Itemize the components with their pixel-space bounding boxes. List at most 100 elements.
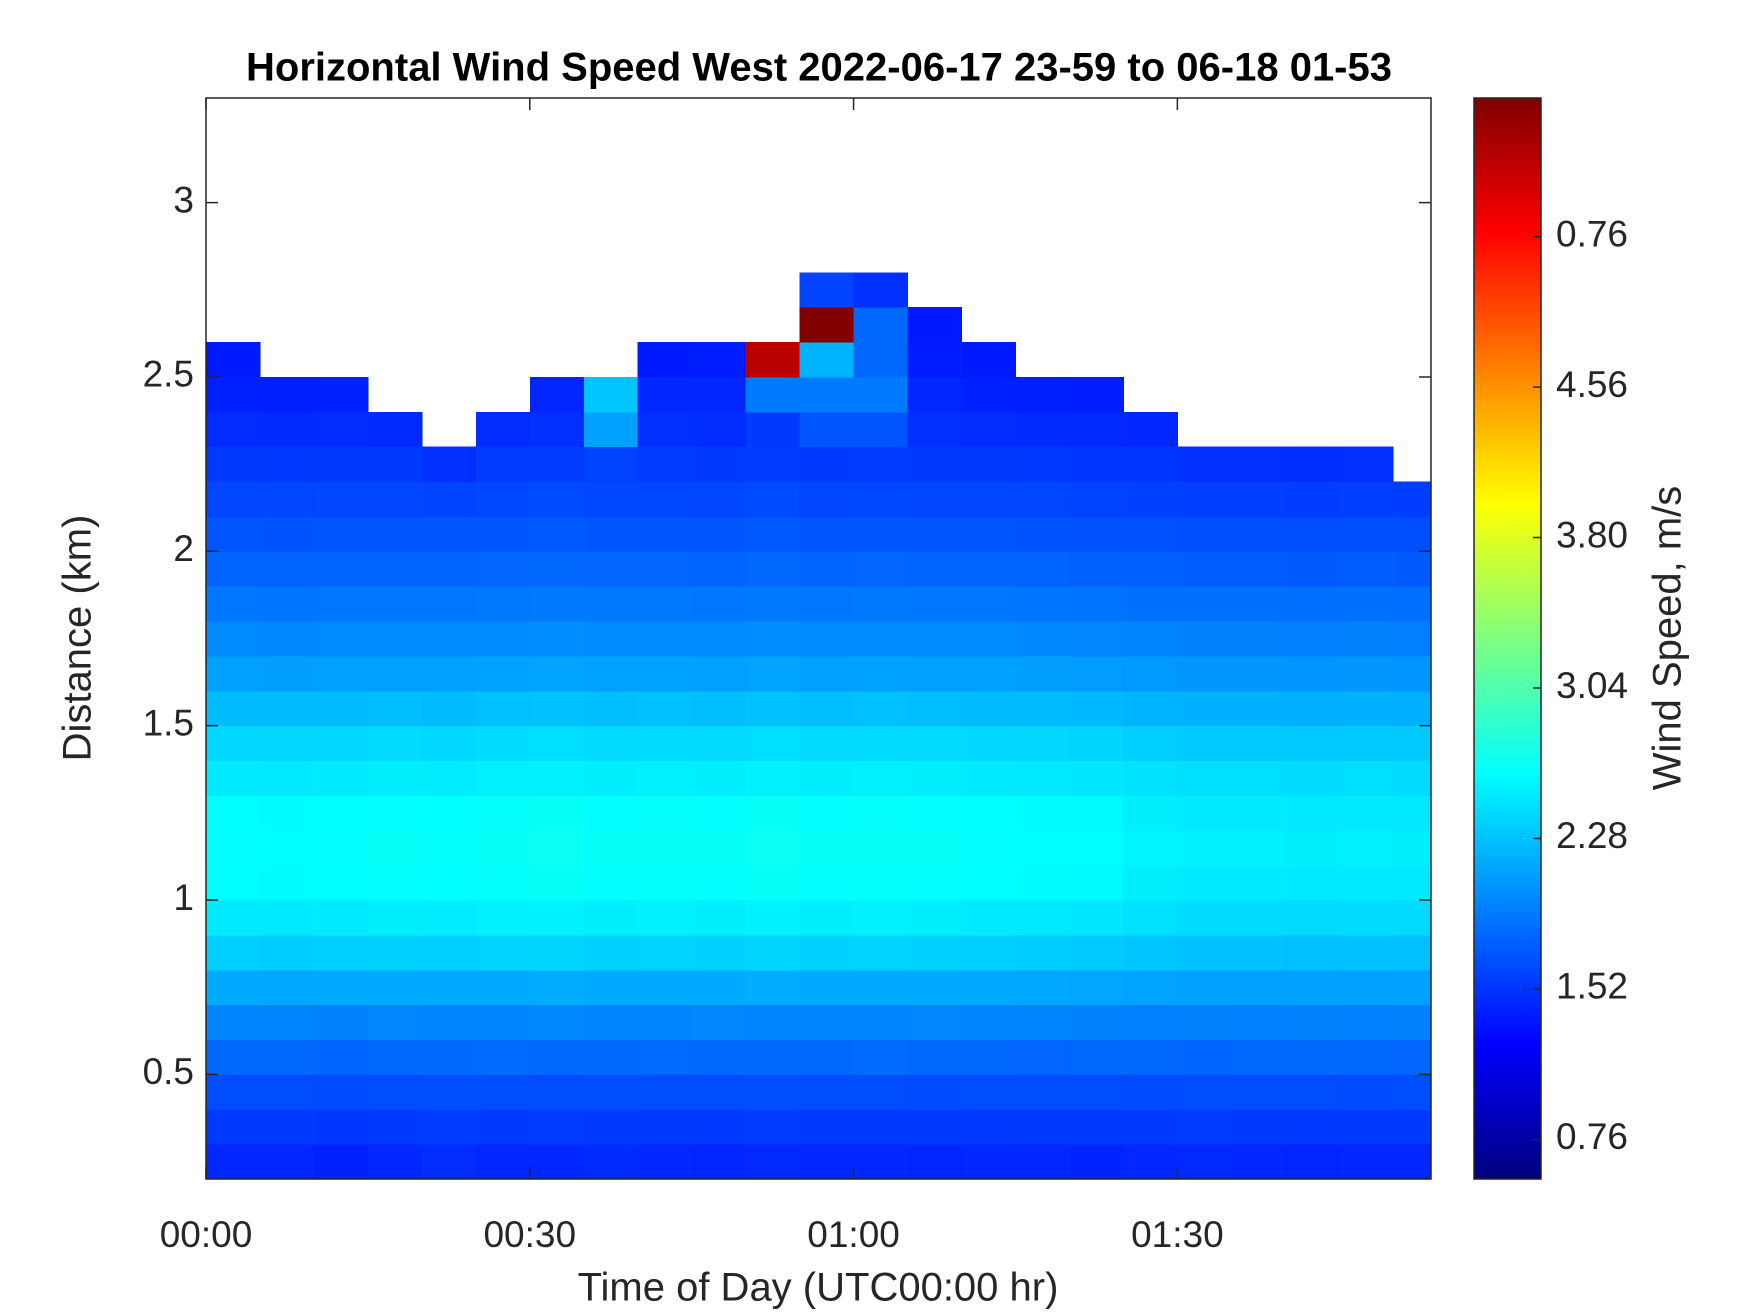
heatmap-cell	[583, 516, 639, 552]
heatmap-cell	[691, 481, 747, 517]
heatmap-cell	[1069, 900, 1124, 936]
heatmap-cell	[1123, 725, 1178, 762]
heatmap-cell	[259, 446, 315, 483]
heatmap-cell	[583, 690, 639, 727]
heatmap-cell	[691, 690, 747, 727]
heatmap-cell	[421, 1109, 477, 1145]
heatmap-cell	[475, 446, 531, 483]
heatmap-cell	[799, 900, 855, 936]
heatmap-cell	[1231, 1004, 1286, 1041]
heatmap-cell	[313, 934, 369, 971]
heatmap-cell	[1177, 830, 1232, 866]
heatmap-cell	[206, 586, 261, 622]
heatmap-cell	[529, 1074, 585, 1110]
heatmap-cell	[421, 586, 477, 622]
heatmap-cell	[475, 655, 531, 692]
heatmap-cell	[1015, 795, 1070, 831]
heatmap-cell	[421, 690, 477, 727]
heatmap-cell	[853, 272, 909, 308]
heatmap-cell	[313, 1004, 369, 1041]
heatmap-cell	[1177, 1109, 1232, 1145]
heatmap-cell	[1015, 934, 1070, 971]
heatmap-cell	[367, 446, 423, 483]
heatmap-cell	[745, 342, 801, 378]
heatmap-cell	[421, 481, 477, 517]
heatmap-cell	[1123, 795, 1178, 831]
heatmap-cell	[421, 621, 477, 657]
heatmap-cell	[367, 516, 423, 552]
heatmap-cell	[206, 969, 261, 1006]
heatmap-cell	[583, 760, 639, 796]
heatmap-cell	[583, 481, 639, 517]
heatmap-cell	[745, 760, 801, 796]
heatmap-cell	[1339, 516, 1394, 552]
x-tick-label: 01:30	[1131, 1214, 1224, 1255]
heatmap-cell	[691, 621, 747, 657]
heatmap-cell	[1069, 586, 1124, 622]
heatmap-cell	[799, 621, 855, 657]
heatmap-cell	[907, 446, 963, 483]
heatmap-cell	[1231, 690, 1286, 727]
heatmap-cell	[745, 830, 801, 866]
heatmap-cell	[367, 621, 423, 657]
heatmap-cell	[799, 342, 855, 378]
heatmap-cell	[799, 760, 855, 796]
heatmap-cell	[1069, 725, 1124, 762]
heatmap-cell	[637, 621, 693, 657]
heatmap-cell	[1339, 481, 1394, 517]
heatmap-cell	[1015, 900, 1070, 936]
heatmap-cell	[529, 725, 585, 762]
heatmap-cell	[583, 621, 639, 657]
heatmap-cell	[745, 621, 801, 657]
heatmap-cell	[961, 865, 1016, 901]
colorbar-label: Wind Speed, m/s	[1646, 486, 1690, 791]
heatmap-cell	[1015, 1074, 1070, 1110]
heatmap-cell	[421, 865, 477, 901]
heatmap-cell	[799, 376, 855, 413]
heatmap-cell	[961, 795, 1016, 831]
heatmap-cell	[1339, 1144, 1394, 1180]
heatmap-cell	[421, 969, 477, 1006]
heatmap-cell	[313, 1144, 369, 1180]
heatmap-cell	[1285, 621, 1340, 657]
heatmap-cell	[1231, 830, 1286, 866]
heatmap-cell	[583, 830, 639, 866]
y-tick-label: 2	[173, 528, 194, 569]
heatmap-cell	[961, 551, 1016, 587]
heatmap-cell	[799, 411, 855, 448]
heatmap-cell	[1123, 516, 1178, 552]
x-tick-label: 00:00	[160, 1214, 253, 1255]
heatmap-cell	[1339, 446, 1394, 483]
heatmap-cell	[691, 725, 747, 762]
heatmap-cell	[1339, 655, 1394, 692]
heatmap-cell	[206, 1074, 261, 1110]
heatmap-cell	[1393, 760, 1432, 796]
heatmap-cell	[206, 934, 261, 971]
heatmap-cell	[475, 1074, 531, 1110]
x-tick-label: 00:30	[483, 1214, 576, 1255]
heatmap-cell	[475, 1004, 531, 1041]
heatmap-cell	[1177, 865, 1232, 901]
heatmap-cell	[1123, 1004, 1178, 1041]
heatmap-cell	[1123, 865, 1178, 901]
heatmap-cell	[206, 830, 261, 866]
heatmap-cell	[853, 830, 909, 866]
heatmap-cell	[259, 795, 315, 831]
heatmap-cell	[313, 725, 369, 762]
heatmap-cell	[1177, 1004, 1232, 1041]
heatmap-cell	[1177, 795, 1232, 831]
heatmap-cell	[367, 690, 423, 727]
heatmap-cell	[691, 655, 747, 692]
heatmap-cell	[1231, 969, 1286, 1006]
heatmap-cell	[529, 969, 585, 1006]
heatmap-cell	[1123, 1109, 1178, 1145]
heatmap-cell	[1177, 586, 1232, 622]
heatmap-cell	[853, 1144, 909, 1180]
heatmap-cell	[1285, 865, 1340, 901]
heatmap-cell	[1069, 795, 1124, 831]
heatmap-cell	[583, 411, 639, 448]
heatmap-cell	[637, 795, 693, 831]
heatmap-cell	[1015, 446, 1070, 483]
heatmap-cell	[206, 621, 261, 657]
heatmap-cell	[259, 934, 315, 971]
